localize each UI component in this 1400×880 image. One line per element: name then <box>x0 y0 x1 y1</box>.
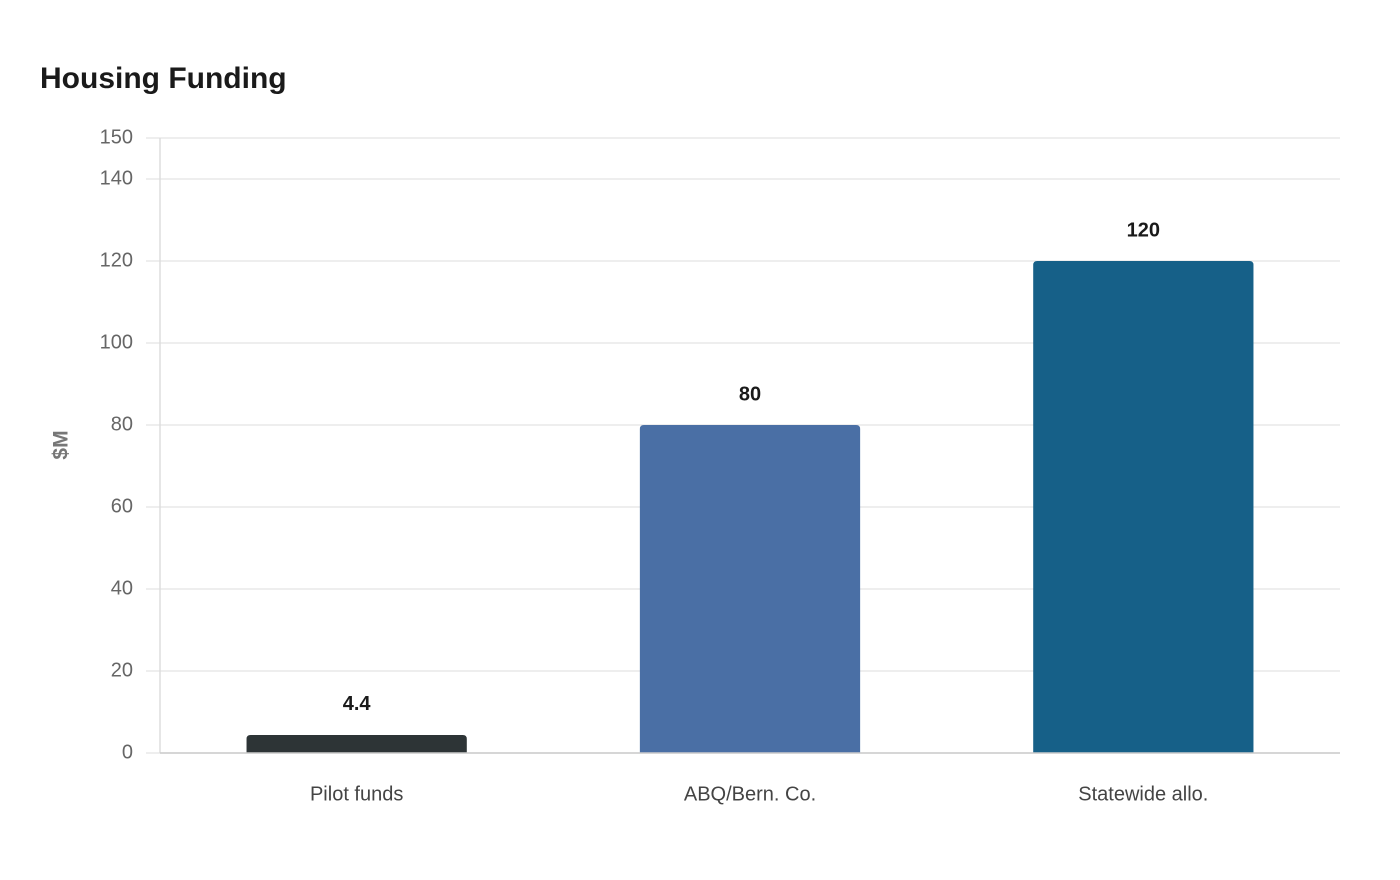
bar <box>639 425 861 753</box>
x-tick-label: Statewide allo. <box>1078 783 1208 805</box>
y-tick-label: 20 <box>111 659 133 681</box>
x-tick-label: ABQ/Bern. Co. <box>684 783 816 805</box>
bar <box>1033 261 1254 753</box>
y-tick-label: 40 <box>111 577 133 599</box>
y-tick-label: 0 <box>122 741 133 763</box>
chart-title: Housing Funding <box>40 62 287 95</box>
x-tick-label: Pilot funds <box>310 783 403 805</box>
value-label: 80 <box>739 383 761 405</box>
value-label: 4.4 <box>343 693 372 715</box>
y-tick-label: 80 <box>111 413 133 435</box>
value-label: 120 <box>1127 219 1160 241</box>
y-tick-label: 100 <box>100 331 133 353</box>
y-tick-label: 120 <box>100 249 133 271</box>
y-tick-label: 140 <box>100 167 133 189</box>
y-tick-label: 60 <box>111 495 133 517</box>
y-axis-label: $M <box>50 430 73 459</box>
bar <box>246 734 467 753</box>
y-tick-label: 150 <box>100 126 133 148</box>
